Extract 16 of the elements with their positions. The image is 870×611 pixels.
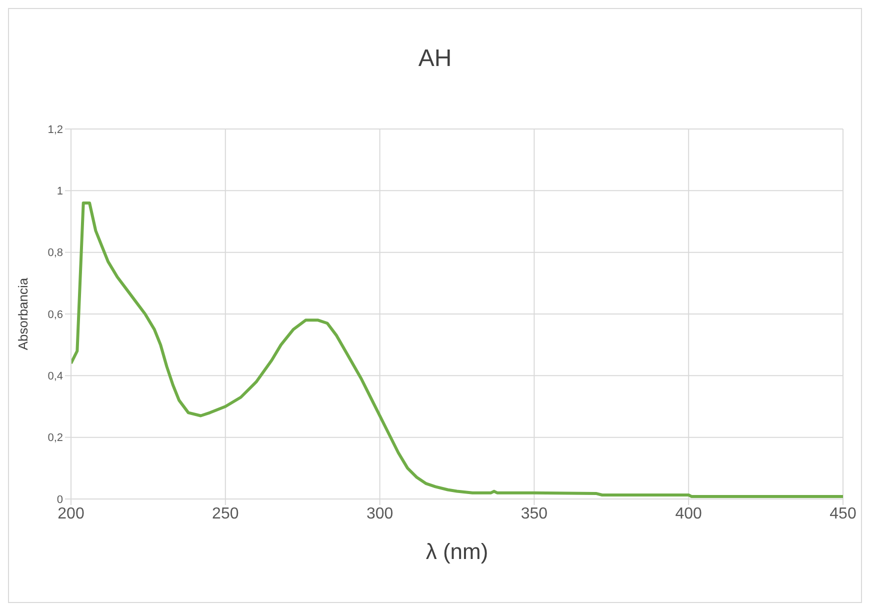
y-tick-label: 0,2 xyxy=(48,432,63,444)
y-tick-label: 1,2 xyxy=(48,124,63,136)
y-axis-title: Absorbancia xyxy=(16,277,31,350)
y-tick-label: 0 xyxy=(56,494,63,506)
x-tick-label: 200 xyxy=(58,505,84,522)
chart-title: AH xyxy=(417,45,453,73)
x-tick-label: 300 xyxy=(366,505,394,522)
x-tick-label: 450 xyxy=(830,505,856,522)
y-tick-label: 1 xyxy=(56,186,63,198)
x-axis-title: λ (nm) xyxy=(426,539,488,564)
x-tick-label: 350 xyxy=(520,505,548,522)
y-tick-label: 0,6 xyxy=(48,308,63,321)
x-tick-label: 250 xyxy=(212,505,239,522)
y-tick-label: 0,4 xyxy=(48,370,63,383)
y-tick-label: 0,8 xyxy=(48,247,63,260)
x-tick-label: 400 xyxy=(675,505,702,522)
